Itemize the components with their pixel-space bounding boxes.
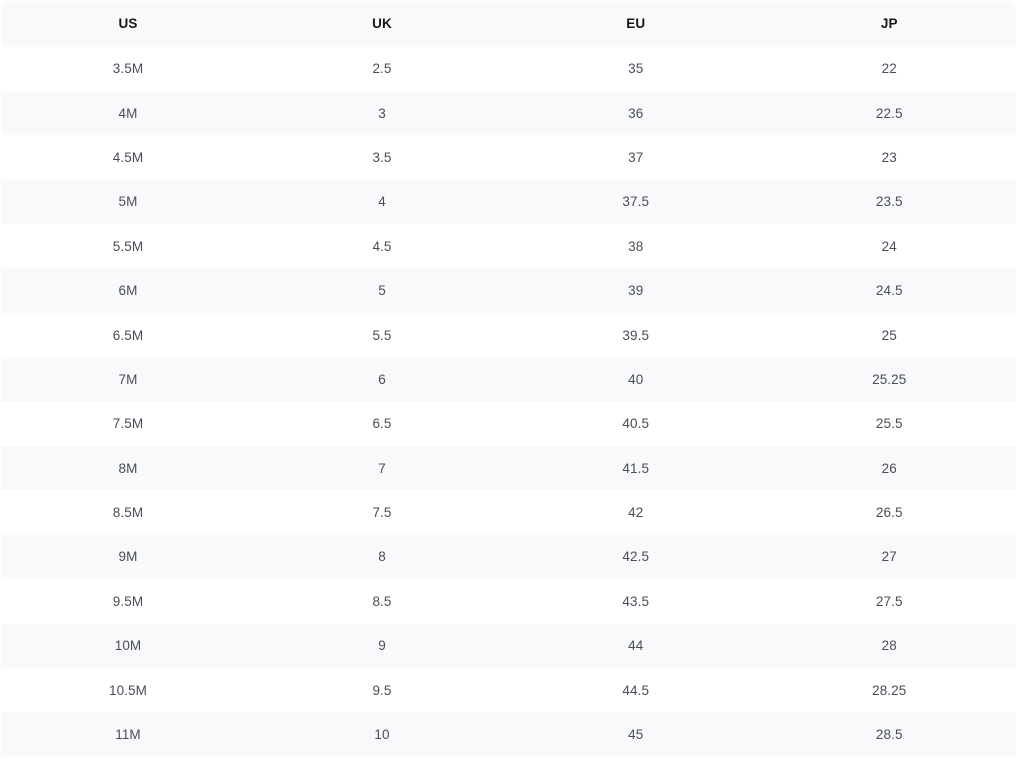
table-row[interactable]: 8.5M 7.5 42 26.5 bbox=[1, 490, 1016, 535]
cell-eu: 43.5 bbox=[622, 593, 650, 609]
cell-jp: 25 bbox=[881, 327, 897, 343]
cell-eu: 44.5 bbox=[622, 682, 650, 698]
cell-uk: 4.5 bbox=[372, 238, 392, 254]
cell-us: 4M bbox=[118, 105, 138, 121]
cell-us: 5M bbox=[118, 194, 138, 210]
table-row[interactable]: 9.5M 8.5 43.5 27.5 bbox=[1, 579, 1016, 624]
table-row[interactable]: 6M 5 39 24.5 bbox=[1, 268, 1016, 313]
cell-uk: 9.5 bbox=[372, 682, 392, 698]
cell-jp: 24.5 bbox=[875, 283, 903, 299]
table-row[interactable]: 4.5M 3.5 37 23 bbox=[1, 135, 1016, 180]
cell-uk: 5 bbox=[378, 283, 386, 299]
cell-uk: 6.5 bbox=[372, 416, 392, 432]
cell-uk: 10 bbox=[374, 727, 390, 743]
cell-us: 5.5M bbox=[112, 238, 144, 254]
cell-eu: 37.5 bbox=[622, 194, 650, 210]
table-row[interactable]: 5.5M 4.5 38 24 bbox=[1, 224, 1016, 269]
cell-us: 10M bbox=[114, 638, 142, 654]
cell-uk: 8.5 bbox=[372, 593, 392, 609]
cell-eu: 36 bbox=[628, 105, 644, 121]
cell-eu: 40.5 bbox=[622, 416, 650, 432]
cell-jp: 26 bbox=[881, 460, 897, 476]
cell-jp: 28.25 bbox=[872, 682, 907, 698]
cell-eu: 42 bbox=[628, 505, 644, 521]
cell-jp: 28.5 bbox=[875, 727, 903, 743]
cell-us: 6.5M bbox=[112, 327, 144, 343]
cell-eu: 40 bbox=[628, 371, 644, 387]
cell-us: 11M bbox=[115, 727, 141, 743]
cell-uk: 7 bbox=[378, 460, 386, 476]
table-row[interactable]: 3.5M 2.5 35 22 bbox=[1, 46, 1016, 91]
cell-uk: 9 bbox=[378, 638, 386, 654]
table-row[interactable]: 10.5M 9.5 44.5 28.25 bbox=[1, 667, 1016, 713]
cell-jp: 27.5 bbox=[875, 593, 903, 609]
cell-jp: 24 bbox=[881, 238, 897, 254]
cell-jp: 27 bbox=[881, 549, 897, 565]
table-row[interactable]: 4M 3 36 22.5 bbox=[1, 90, 1016, 136]
cell-us: 9.5M bbox=[112, 593, 144, 609]
cell-us: 8.5M bbox=[112, 505, 144, 521]
cell-jp: 22 bbox=[881, 61, 897, 77]
cell-us: 4.5M bbox=[112, 149, 144, 165]
cell-uk: 7.5 bbox=[372, 505, 392, 521]
table-body: 3.5M 2.5 35 22 4M 3 36 22.5 4.5M 3.5 37 23 5M 4 37.5 23… bbox=[1, 46, 1016, 757]
cell-jp: 22.5 bbox=[875, 105, 903, 121]
cell-uk: 3.5 bbox=[372, 149, 392, 165]
cell-uk: 6 bbox=[378, 371, 386, 387]
table-row[interactable]: 7M 6 40 25.25 bbox=[1, 357, 1016, 402]
cell-eu: 38 bbox=[628, 238, 644, 254]
cell-eu: 44 bbox=[628, 638, 644, 654]
cell-uk: 3 bbox=[378, 105, 386, 121]
column-header-us[interactable]: US bbox=[118, 16, 138, 32]
cell-uk: 4 bbox=[378, 194, 386, 210]
column-header-jp[interactable]: JP bbox=[880, 16, 898, 32]
column-header-uk[interactable]: UK bbox=[372, 16, 392, 32]
table-row[interactable]: 7.5M 6.5 40.5 25.5 bbox=[1, 401, 1016, 447]
table-row[interactable]: 9M 8 42.5 27 bbox=[1, 534, 1016, 580]
cell-eu: 42.5 bbox=[622, 549, 650, 565]
table-header: US UK EU JP bbox=[1, 0, 1016, 47]
cell-us: 3.5M bbox=[112, 61, 144, 77]
cell-us: 10.5M bbox=[108, 682, 148, 698]
cell-eu: 35 bbox=[628, 61, 644, 77]
cell-jp: 25.5 bbox=[875, 416, 903, 432]
cell-uk: 5.5 bbox=[372, 327, 392, 343]
cell-eu: 45 bbox=[628, 727, 644, 743]
table-header-row: US UK EU JP bbox=[1, 0, 1016, 47]
cell-us: 9M bbox=[118, 549, 138, 565]
cell-jp: 25.25 bbox=[872, 371, 907, 387]
cell-jp: 23.5 bbox=[875, 194, 903, 210]
table-row[interactable]: 6.5M 5.5 39.5 25 bbox=[1, 312, 1016, 358]
cell-us: 6M bbox=[118, 283, 138, 299]
table-row[interactable]: 8M 7 41.5 26 bbox=[1, 446, 1016, 491]
table-row[interactable]: 10M 9 44 28 bbox=[1, 623, 1016, 668]
table-row[interactable]: 11M 10 45 28.5 bbox=[1, 712, 1016, 757]
cell-us: 8M bbox=[118, 460, 138, 476]
cell-us: 7.5M bbox=[112, 416, 144, 432]
cell-uk: 8 bbox=[378, 549, 386, 565]
column-header-eu[interactable]: EU bbox=[626, 16, 646, 32]
cell-eu: 41.5 bbox=[622, 460, 650, 476]
cell-jp: 23 bbox=[881, 149, 897, 165]
cell-eu: 39.5 bbox=[622, 327, 650, 343]
table-row[interactable]: 5M 4 37.5 23.5 bbox=[1, 179, 1016, 225]
cell-eu: 37 bbox=[628, 149, 644, 165]
cell-eu: 39 bbox=[628, 283, 644, 299]
cell-jp: 28 bbox=[881, 638, 897, 654]
cell-jp: 26.5 bbox=[875, 505, 903, 521]
cell-us: 7M bbox=[118, 371, 138, 387]
cell-uk: 2.5 bbox=[372, 61, 392, 77]
